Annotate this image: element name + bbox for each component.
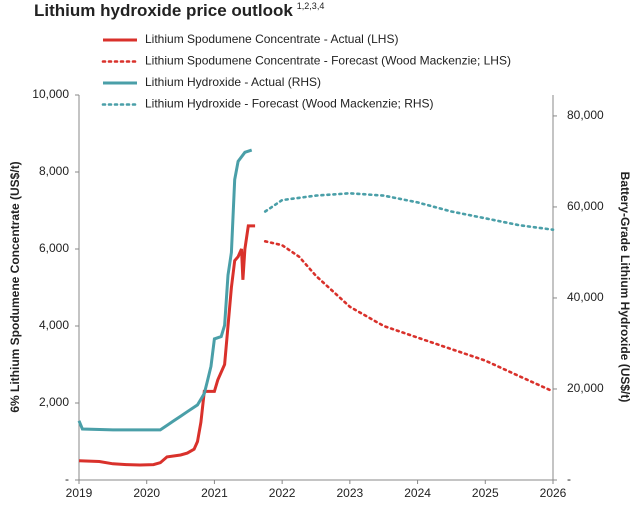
y-tick-label: - xyxy=(65,472,69,486)
series-line xyxy=(78,224,256,467)
y2-tick-label: 80,000 xyxy=(567,108,604,122)
x-tick-label: 2020 xyxy=(133,486,160,500)
y2-tick-label: 40,000 xyxy=(567,290,604,304)
y-axis-title: 6% Lithium Spodumene Concentrate (US$/t) xyxy=(8,161,22,412)
series-line xyxy=(77,148,253,432)
y2-tick-label: 60,000 xyxy=(567,199,604,213)
series-line xyxy=(263,240,555,393)
y2-tick-label: 20,000 xyxy=(567,381,604,395)
x-tick-label: 2019 xyxy=(66,486,93,500)
y-tick-label: 10,000 xyxy=(32,87,69,101)
x-tick-label: 2023 xyxy=(337,486,364,500)
x-tick-label: 2026 xyxy=(540,486,567,500)
x-tick-label: 2022 xyxy=(269,486,296,500)
x-tick-label: 2024 xyxy=(404,486,431,500)
y-tick-label: 6,000 xyxy=(39,241,69,255)
chart-title: Lithium hydroxide price outlook 1,2,3,4 xyxy=(34,1,324,20)
legend-label: Lithium Spodumene Concentrate - Actual (… xyxy=(145,32,398,46)
legend-label: Lithium Spodumene Concentrate - Forecast… xyxy=(145,54,511,68)
y-tick-label: 2,000 xyxy=(39,395,69,409)
x-tick-label: 2025 xyxy=(472,486,499,500)
legend-label: Lithium Hydroxide - Actual (RHS) xyxy=(145,75,321,89)
x-tick-label: 2021 xyxy=(201,486,228,500)
y2-axis-title: Battery-Grade Lithium Hydroxide (US$/t) xyxy=(618,172,632,403)
y2-tick-label: - xyxy=(567,472,571,486)
series-line xyxy=(263,191,555,231)
y-tick-label: 8,000 xyxy=(39,164,69,178)
y-tick-label: 4,000 xyxy=(39,318,69,332)
title-text: Lithium hydroxide price outlook xyxy=(34,1,293,20)
legend-label: Lithium Hydroxide - Forecast (Wood Macke… xyxy=(145,97,434,111)
title-superscript: 1,2,3,4 xyxy=(297,1,325,11)
